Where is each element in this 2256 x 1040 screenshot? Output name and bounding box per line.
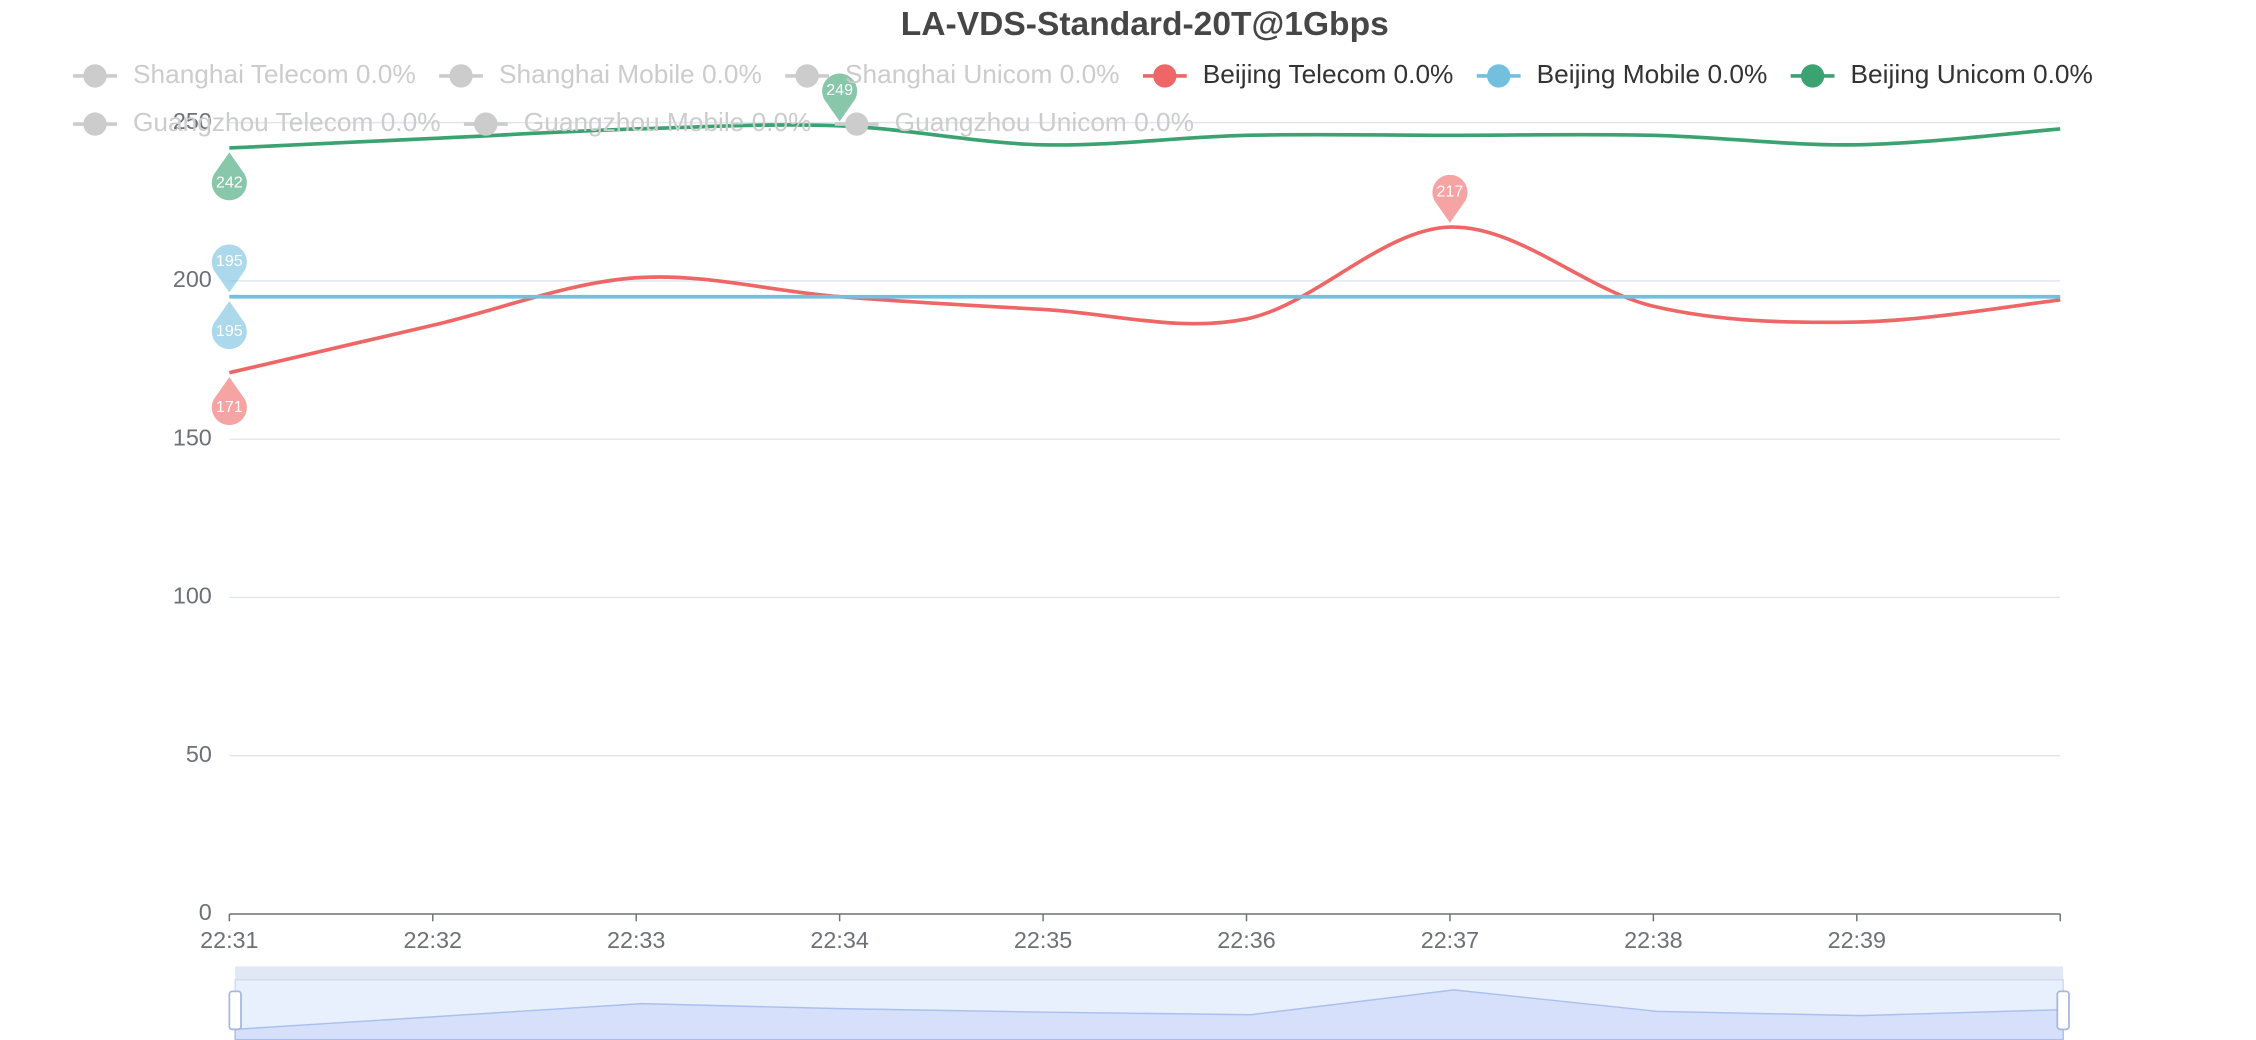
x-tick-label: 22:33 [607, 927, 665, 953]
legend-icon [1487, 64, 1511, 88]
x-tick-label: 22:36 [1217, 927, 1275, 953]
legend-item: Guangzhou Telecom 0.0% [73, 107, 441, 137]
x-tick-label: 22:31 [200, 927, 258, 953]
legend-label: Guangzhou Unicom 0.0% [895, 107, 1194, 137]
legend-label: Shanghai Telecom 0.0% [133, 59, 416, 89]
legend-item: Beijing Telecom 0.0% [1142, 59, 1454, 89]
y-tick-label: 100 [173, 583, 212, 609]
zoom-handle [228, 990, 242, 1031]
x-tick-label: 22:34 [810, 927, 868, 953]
mark-point-pin [822, 73, 858, 122]
legend-label: Beijing Unicom 0.0% [1851, 59, 2093, 89]
series-line [228, 225, 2061, 375]
zoom-top-bar [235, 966, 2064, 980]
legend-icon [449, 64, 473, 88]
mark-point-label: 249 [826, 81, 853, 99]
legend-label: Guangzhou Mobile 0.0% [524, 107, 812, 137]
legend-icon [83, 112, 107, 136]
zoom-handle [2056, 990, 2070, 1031]
x-tick-label: 22:37 [1421, 927, 1479, 953]
mark-point-pin [211, 244, 247, 293]
legend-item: Beijing Mobile 0.0% [1476, 59, 1768, 89]
x-tick-label: 22:35 [1014, 927, 1072, 953]
y-tick-label: 200 [173, 266, 212, 292]
x-tick-label: 22:39 [1828, 927, 1886, 953]
legend-icon [795, 64, 819, 88]
mark-point-pin [211, 301, 247, 350]
mark-point-label: 171 [216, 398, 243, 416]
mark-point-pin [1432, 174, 1468, 223]
y-tick-label: 250 [173, 108, 212, 134]
legend-label: Guangzhou Telecom 0.0% [133, 107, 441, 137]
x-tick-label: 22:32 [404, 927, 462, 953]
legend-item: Guangzhou Unicom 0.0% [834, 107, 1194, 137]
legend-label: Shanghai Unicom 0.0% [845, 59, 1119, 89]
legend-label: Beijing Telecom 0.0% [1203, 59, 1454, 89]
x-tick-label: 22:38 [1624, 927, 1682, 953]
y-tick-label: 150 [173, 424, 212, 450]
y-tick-label: 0 [199, 899, 212, 925]
legend-icon [845, 112, 869, 136]
y-tick-label: 50 [186, 741, 212, 767]
mark-point [1432, 174, 1468, 223]
legend-icon [1153, 64, 1177, 88]
legend-item: Shanghai Unicom 0.0% [785, 59, 1120, 89]
legend-icon [83, 64, 107, 88]
mark-point [211, 301, 247, 350]
legend-label: Beijing Mobile 0.0% [1537, 59, 1768, 89]
legend-icon [474, 112, 498, 136]
mark-point-label: 195 [216, 322, 243, 340]
mark-point [211, 377, 247, 425]
legend-item: Shanghai Mobile 0.0% [439, 59, 762, 89]
legend-icon [1800, 64, 1825, 88]
mark-point-label: 217 [1437, 182, 1464, 200]
mark-point-label: 242 [216, 173, 243, 191]
legend-item: Guangzhou Mobile 0.0% [463, 107, 812, 137]
mark-point-pin [211, 377, 247, 425]
legend-item: Shanghai Telecom 0.0% [73, 59, 416, 89]
mark-point [211, 152, 247, 201]
legend-label: Shanghai Mobile 0.0% [499, 59, 762, 89]
mark-point-pin [211, 152, 247, 201]
mark-point [211, 244, 247, 293]
mark-point [822, 73, 858, 122]
series-line [229, 123, 2061, 150]
chart-title: LA-VDS-Standard-20T@1Gbps [901, 6, 1389, 43]
legend-item: Beijing Unicom 0.0% [1790, 59, 2093, 89]
mark-point-label: 195 [216, 252, 243, 270]
